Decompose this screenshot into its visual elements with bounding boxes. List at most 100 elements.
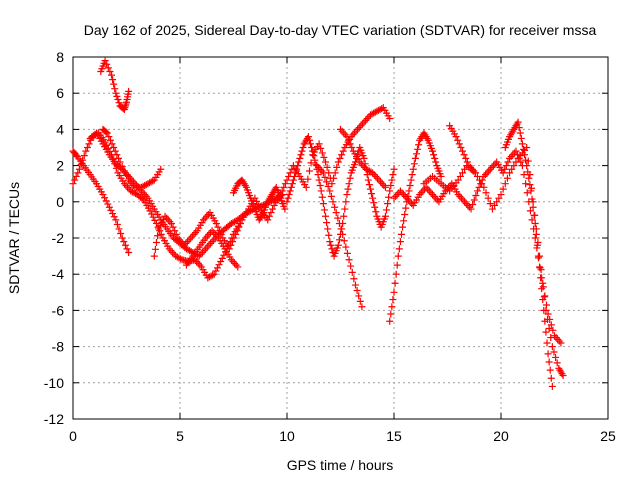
data-point bbox=[522, 156, 530, 164]
data-point bbox=[383, 206, 391, 214]
data-point bbox=[460, 151, 468, 159]
data-point bbox=[323, 219, 331, 227]
data-point bbox=[294, 162, 302, 170]
data-series bbox=[501, 118, 556, 390]
data-point bbox=[528, 195, 536, 203]
data-point bbox=[390, 165, 398, 173]
data-point bbox=[388, 303, 396, 311]
data-point bbox=[302, 183, 310, 191]
data-point bbox=[103, 60, 111, 68]
data-point bbox=[151, 245, 159, 253]
data-point bbox=[125, 87, 133, 95]
data-point bbox=[534, 252, 542, 260]
data-point bbox=[311, 156, 319, 164]
data-point bbox=[323, 178, 331, 186]
data-point bbox=[395, 245, 403, 253]
data-point bbox=[115, 225, 123, 233]
data-point bbox=[156, 222, 164, 230]
data-point bbox=[113, 220, 121, 228]
data-point bbox=[431, 154, 439, 162]
data-point bbox=[157, 165, 165, 173]
data-point bbox=[537, 274, 545, 282]
data-point bbox=[220, 251, 228, 259]
data-point bbox=[85, 140, 93, 148]
data-point bbox=[305, 167, 313, 175]
data-point bbox=[288, 180, 296, 188]
data-point bbox=[432, 158, 440, 166]
data-point bbox=[341, 205, 349, 213]
data-point bbox=[386, 187, 394, 195]
data-point bbox=[321, 173, 329, 181]
data-point bbox=[256, 204, 264, 212]
data-point bbox=[470, 196, 478, 204]
data-point bbox=[503, 174, 511, 182]
data-point bbox=[508, 165, 516, 173]
data-point bbox=[319, 200, 327, 208]
data-point bbox=[319, 169, 327, 177]
data-point bbox=[429, 147, 437, 155]
data-point bbox=[149, 177, 157, 185]
data-point bbox=[325, 231, 333, 239]
data-point bbox=[155, 225, 163, 233]
data-point bbox=[82, 147, 90, 155]
data-point bbox=[528, 216, 536, 224]
data-point bbox=[292, 169, 300, 177]
data-point bbox=[99, 191, 107, 199]
data-point bbox=[286, 187, 294, 195]
data-point bbox=[167, 220, 175, 228]
data-point bbox=[389, 171, 397, 179]
data-point bbox=[118, 234, 126, 242]
data-point bbox=[109, 210, 117, 218]
data-point bbox=[346, 140, 354, 148]
data-points bbox=[69, 57, 567, 390]
data-point bbox=[497, 191, 505, 199]
data-point bbox=[299, 144, 307, 151]
data-point bbox=[330, 174, 338, 182]
data-point bbox=[387, 182, 395, 190]
data-point bbox=[471, 169, 479, 177]
data-point bbox=[194, 251, 202, 259]
data-point bbox=[410, 160, 418, 168]
data-point bbox=[407, 176, 415, 184]
data-point bbox=[328, 180, 336, 188]
data-point bbox=[322, 158, 330, 166]
data-point bbox=[414, 145, 422, 153]
y-tick-label: -2 bbox=[52, 230, 65, 246]
data-point bbox=[101, 57, 109, 65]
data-point bbox=[317, 187, 325, 195]
data-point bbox=[235, 223, 243, 231]
data-point bbox=[530, 211, 538, 219]
data-point bbox=[212, 220, 220, 228]
data-point bbox=[334, 214, 342, 222]
data-point bbox=[114, 96, 122, 104]
data-point bbox=[104, 200, 112, 208]
data-point bbox=[328, 245, 336, 253]
data-point bbox=[289, 176, 297, 184]
data-point bbox=[548, 382, 556, 390]
data-point bbox=[336, 154, 344, 162]
data-point bbox=[462, 154, 470, 162]
data-point bbox=[549, 326, 557, 334]
data-point bbox=[344, 185, 352, 193]
data-point bbox=[339, 230, 347, 238]
data-point bbox=[111, 85, 119, 93]
data-point bbox=[309, 147, 317, 155]
data-point bbox=[103, 129, 111, 137]
data-point bbox=[499, 169, 507, 177]
data-point bbox=[217, 258, 225, 266]
data-point bbox=[233, 227, 241, 235]
data-point bbox=[409, 165, 417, 173]
data-point bbox=[472, 191, 480, 199]
data-point bbox=[350, 275, 358, 283]
data-point bbox=[347, 262, 355, 270]
data-series bbox=[337, 125, 389, 191]
x-tick-label: 5 bbox=[176, 428, 184, 444]
data-point bbox=[458, 147, 466, 155]
data-point bbox=[326, 238, 334, 246]
data-point bbox=[323, 163, 331, 171]
data-point bbox=[228, 238, 236, 246]
data-point bbox=[158, 219, 166, 227]
data-point bbox=[148, 210, 156, 218]
data-point bbox=[105, 203, 113, 211]
y-tick-label: 4 bbox=[56, 121, 64, 137]
